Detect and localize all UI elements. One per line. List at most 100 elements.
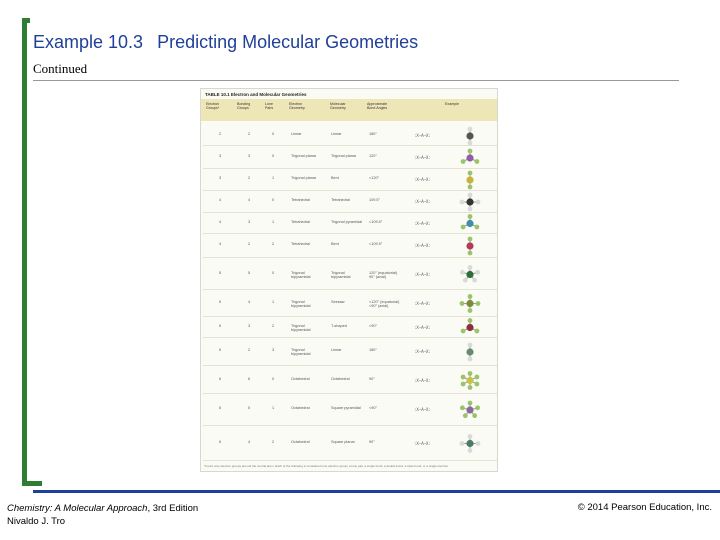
left-bracket — [22, 18, 27, 486]
table-cell: 5 — [219, 348, 222, 352]
table-cell: Linear — [291, 132, 302, 136]
outer-atom — [475, 405, 481, 411]
table-cell: Octahedral — [291, 439, 310, 444]
table-row-divider — [203, 289, 497, 290]
lewis-structure-icon: :X–A–X: — [414, 407, 431, 412]
table-row-divider — [203, 168, 497, 169]
outer-atom — [459, 405, 465, 411]
central-atom — [466, 376, 474, 385]
table-header-cell: Electron Groups* — [206, 102, 220, 111]
molecule-models — [459, 126, 481, 453]
central-atom — [466, 299, 474, 308]
table-row-divider — [203, 337, 497, 338]
table-cell: Tetrahedral — [291, 219, 310, 224]
outer-atom — [467, 356, 473, 362]
ball-and-stick-model-icon — [460, 214, 480, 230]
table-cell: Octahedral — [291, 376, 310, 381]
book-edition: , 3rd Edition — [147, 503, 199, 514]
book-author: Nivaldo J. Tro — [7, 516, 66, 527]
table-cell: 3 — [219, 154, 222, 158]
footer-citation: Chemistry: A Molecular Approach, 3rd Edi… — [7, 502, 198, 528]
central-atom — [466, 198, 474, 206]
central-atom — [466, 270, 474, 279]
outer-atom — [467, 126, 473, 132]
table-footnote: *Count only electron groups around the c… — [204, 464, 449, 468]
table-cell: 1 — [272, 176, 275, 180]
table-cell: <120° — [369, 176, 380, 180]
table-cell: 180° — [369, 132, 377, 136]
left-bracket-bottom — [22, 481, 42, 486]
outer-atom — [467, 250, 473, 256]
table-cell: 6 — [219, 406, 222, 410]
table-cell: 1 — [272, 406, 275, 410]
table-cell: <90° — [369, 323, 377, 328]
table-row-divider — [203, 316, 497, 317]
outer-atom — [460, 328, 466, 334]
table-cell: 2 — [272, 439, 275, 444]
footer-bar — [33, 490, 720, 493]
table-cell: Octahedral — [331, 376, 350, 381]
slide-subtitle: Continued — [33, 61, 88, 76]
table-cell: 6 — [219, 439, 222, 444]
table-cell: 2 — [248, 132, 251, 136]
outer-atom — [467, 192, 473, 198]
example-title: Predicting Molecular Geometries — [157, 32, 419, 52]
outer-atom — [475, 301, 481, 306]
ball-and-stick-model-icon — [459, 294, 481, 313]
outer-atom — [467, 140, 473, 146]
lewis-structure-icon: :X–A–X: — [414, 220, 431, 226]
ball-and-stick-model-icon — [459, 192, 481, 212]
table-cell: 2 — [248, 242, 251, 246]
table-cell: 4 — [219, 242, 222, 246]
table-cell: Trigonal pyramidal — [331, 219, 363, 224]
table-cell: <109.5° — [369, 242, 383, 246]
table-cell: Square planar — [331, 439, 355, 444]
table-cell: 109.5° — [369, 198, 381, 202]
table-cell: 5 — [248, 406, 251, 410]
table-cell: Octahedral — [291, 406, 310, 410]
outer-atom — [475, 441, 481, 446]
table-row-divider — [203, 365, 497, 366]
table-cell: Linear — [331, 348, 342, 352]
outer-atom — [467, 294, 473, 299]
table-cell: Trigonal planar — [331, 154, 357, 158]
outer-atom — [474, 374, 480, 380]
outer-atom — [467, 265, 473, 270]
outer-atom — [474, 328, 480, 334]
table-cell: 120° — [369, 154, 377, 158]
central-atom — [466, 219, 474, 228]
outer-atom — [467, 170, 473, 176]
title-rule — [33, 80, 679, 81]
table-cell: 2 — [248, 176, 251, 180]
table-row-divider — [203, 190, 497, 191]
table-row-divider — [203, 425, 497, 426]
ball-and-stick-model-icon — [466, 126, 474, 146]
table-row-divider — [203, 145, 497, 146]
outer-atom — [467, 206, 473, 212]
table-cell: Trigonal bipyramidal — [291, 323, 311, 332]
outer-atom — [467, 148, 473, 154]
outer-atom — [472, 413, 478, 419]
table-header-cell: Bonding Groups — [237, 102, 251, 111]
lewis-structure-icon: :X–A–X: — [414, 349, 431, 354]
table-cell: 90° — [369, 376, 375, 381]
slide-title: Example 10.3 Predicting Molecular Geometr… — [33, 32, 418, 53]
outer-atom — [475, 269, 481, 275]
ball-and-stick-model-icon — [466, 236, 474, 256]
ball-and-stick-model-icon — [460, 148, 480, 164]
table-row-divider — [203, 460, 497, 461]
ball-and-stick-model-icon — [460, 371, 480, 390]
ball-and-stick-model-icon — [459, 265, 481, 283]
table-cell: 6 — [248, 376, 251, 381]
table-cell: Trigonal bipyramidal — [291, 270, 311, 279]
table-cell: 2 — [248, 348, 251, 352]
table-cell: 3 — [219, 176, 222, 180]
lewis-structure-icon: :X–A–X: — [414, 243, 431, 248]
central-atom — [466, 406, 474, 414]
table-cell: 4 — [248, 299, 251, 304]
table-cell: 4 — [248, 439, 251, 444]
outer-atom — [459, 441, 465, 446]
table-header-cell: Example — [445, 102, 459, 106]
central-atom — [466, 439, 474, 448]
outer-atom — [460, 224, 466, 230]
